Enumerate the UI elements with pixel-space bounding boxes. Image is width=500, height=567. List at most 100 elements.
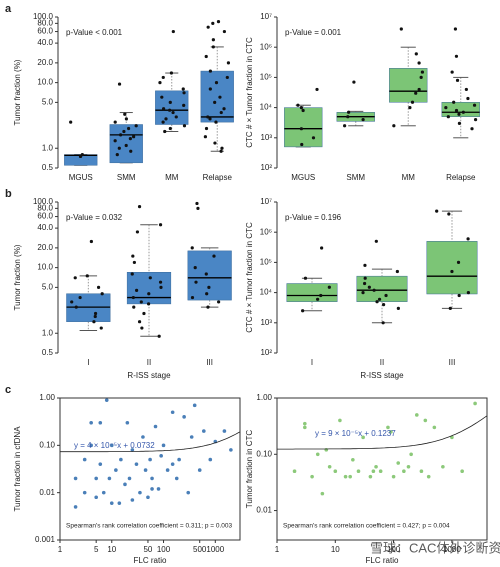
x-tick-label: 1 [58,545,63,554]
data-point [161,120,165,124]
data-point [206,25,210,29]
data-point [73,476,78,481]
data-point [165,468,170,472]
y-tick-label: 1.0 [42,143,54,152]
data-point [124,143,128,148]
data-point [435,209,439,213]
data-point [299,106,303,110]
x-tick-label: 5 [94,545,99,554]
data-point [192,403,197,408]
x-tick-label: MGUS [69,173,93,182]
y-tick-label: 10⁶ [260,227,272,236]
x-axis-label: FLC ratio [366,556,399,565]
data-point [124,117,129,121]
data-point [214,120,218,124]
data-point [417,61,421,65]
data-point [169,71,174,75]
y-axis-label: Tumor fraction in CTC [245,430,254,509]
data-point [464,87,468,92]
data-point [473,118,478,122]
data-point [343,474,348,479]
data-point [148,276,152,280]
y-tick-label: 40.0 [37,38,53,47]
data-point [368,474,373,479]
data-point [177,457,181,462]
data-point [93,311,98,316]
y-tick-label: 10⁵ [260,73,272,82]
data-point [130,498,135,502]
data-point [408,106,412,110]
data-point [470,127,474,131]
data-point [454,54,459,58]
x-tick-label: 100 [157,545,171,554]
x-tick-label: SMM [117,173,136,182]
panel-label: b [5,188,12,200]
y-axis-label: Tumor fraction (%) [13,244,22,310]
data-point [351,457,355,462]
data-point [374,464,378,469]
data-point [117,146,121,150]
data-point [203,135,207,139]
data-point [348,474,352,479]
x-tick-label: 500 [193,545,207,554]
x-tick-label: II [380,358,384,367]
data-point [139,300,143,304]
data-point [217,300,221,304]
data-point [73,505,78,509]
box [200,70,234,123]
data-point [202,429,206,433]
x-tick-label: MM [165,173,179,182]
x-tick-label: I [87,358,89,367]
data-point [125,420,130,425]
data-point [70,300,74,304]
box [441,102,480,117]
data-point [100,292,104,296]
data-point [453,27,458,31]
data-point [182,103,186,107]
data-point [441,464,445,469]
y-tick-label: 1.00 [39,393,55,402]
data-point [182,415,186,419]
y-tick-label: 10⁷ [260,12,272,21]
data-point [101,490,106,495]
x-tick-label: II [147,358,151,367]
y-tick-label: 100.0 [33,197,54,206]
data-point [129,149,133,153]
panel-label: a [5,3,12,15]
y-tick-label: 80.0 [37,203,53,212]
data-point [182,124,187,128]
data-point [193,266,197,270]
annotation: p-Value = 0.032 [66,213,123,222]
data-point [134,462,139,466]
data-point [174,476,179,481]
data-point [409,452,413,457]
data-point [222,429,227,433]
y-tick-label: 1.00 [256,393,272,402]
data-point [140,326,144,330]
data-point [208,457,213,462]
data-point [174,115,178,119]
data-point [126,126,131,131]
data-point [315,452,320,457]
data-point [214,81,219,85]
data-point [296,103,300,107]
y-tick-label: 10³ [260,133,272,142]
data-point [444,106,448,110]
data-point [78,295,82,300]
box [284,107,323,148]
data-point [168,100,172,104]
data-point [99,326,103,330]
data-point [157,334,161,338]
x-tick-label: 100 [387,545,401,554]
data-point [186,490,191,495]
data-point [204,126,209,131]
data-point [189,435,194,439]
data-point [150,487,154,491]
data-point [92,320,96,324]
data-point [377,297,382,301]
box [109,124,143,164]
data-point [363,263,367,267]
data-point [89,420,93,425]
